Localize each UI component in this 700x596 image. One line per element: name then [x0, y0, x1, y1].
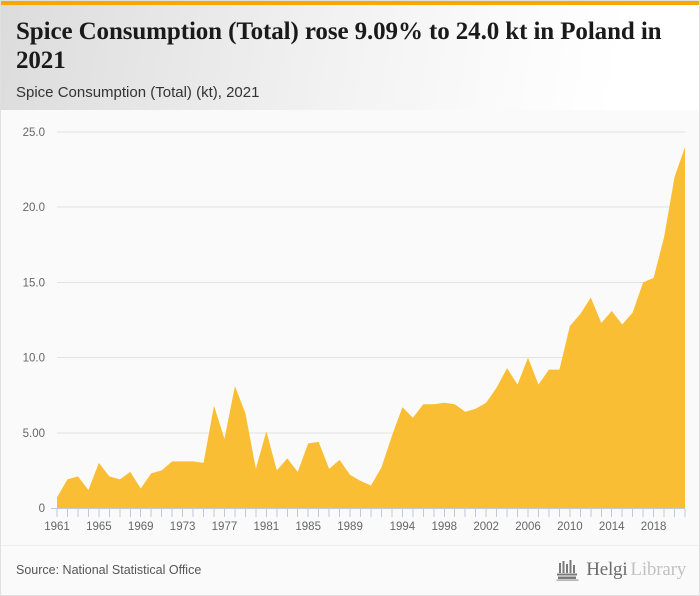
logo-text-library: Library — [630, 559, 686, 580]
x-axis-tick-label: 2018 — [641, 521, 667, 533]
x-axis-labels: 1961 1965 1969 1973 1977 1981 1985 1989 1994 1998… — [44, 521, 666, 533]
y-axis-labels: 0 5.00 10.0 15.0 20.0 25.0 — [23, 127, 45, 515]
y-axis-tick-label: 5.00 — [23, 428, 45, 440]
x-axis-tick-label: 2014 — [599, 521, 625, 533]
page-title: Spice Consumption (Total) rose 9.09% to … — [16, 18, 662, 74]
x-axis-tick-label: 1969 — [128, 521, 154, 533]
chart-footer: Source: National Statistical Office Helg… — [0, 545, 700, 596]
top-accent-bar — [0, 0, 700, 5]
x-axis-tick-label: 2006 — [515, 521, 541, 533]
y-axis-tick-label: 15.0 — [23, 277, 45, 289]
x-axis-tick-label: 1981 — [254, 521, 280, 533]
y-axis-tick-label: 20.0 — [23, 202, 45, 214]
y-axis-tick-label: 25.0 — [23, 127, 45, 139]
library-building-icon — [556, 560, 579, 581]
x-axis-tick-label: 1977 — [212, 521, 238, 533]
x-axis-tick-label: 1973 — [170, 521, 196, 533]
x-axis-tick-label: 1998 — [431, 521, 457, 533]
logo-text-helgi: Helgi — [586, 559, 628, 580]
source-note: Source: National Statistical Office — [16, 563, 202, 577]
x-axis-tick-label: 1985 — [295, 521, 321, 533]
series-area-spice-consumption[interactable] — [57, 147, 685, 508]
x-axis-tick-label: 2010 — [557, 521, 583, 533]
y-axis-tick-label: 0 — [39, 503, 45, 515]
x-axis-tick-label: 1961 — [44, 521, 70, 533]
y-axis-tick-label: 10.0 — [23, 353, 45, 365]
x-axis-tick-label: 1989 — [337, 521, 363, 533]
x-axis-tick-label: 2002 — [473, 521, 499, 533]
x-axis-tick-label: 1965 — [86, 521, 112, 533]
helgi-library-logo[interactable]: Helgi Library — [555, 559, 686, 581]
chart-subtitle: Spice Consumption (Total) (kt), 2021 — [16, 84, 260, 101]
x-axis-tick-label: 1994 — [390, 521, 416, 533]
axis-ticks — [56, 509, 686, 517]
chart-header: Spice Consumption (Total) rose 9.09% to … — [0, 5, 700, 110]
plot-area: 0 5.00 10.0 15.0 20.0 25.0 1961 1965 1969 1973 19… — [0, 110, 700, 545]
